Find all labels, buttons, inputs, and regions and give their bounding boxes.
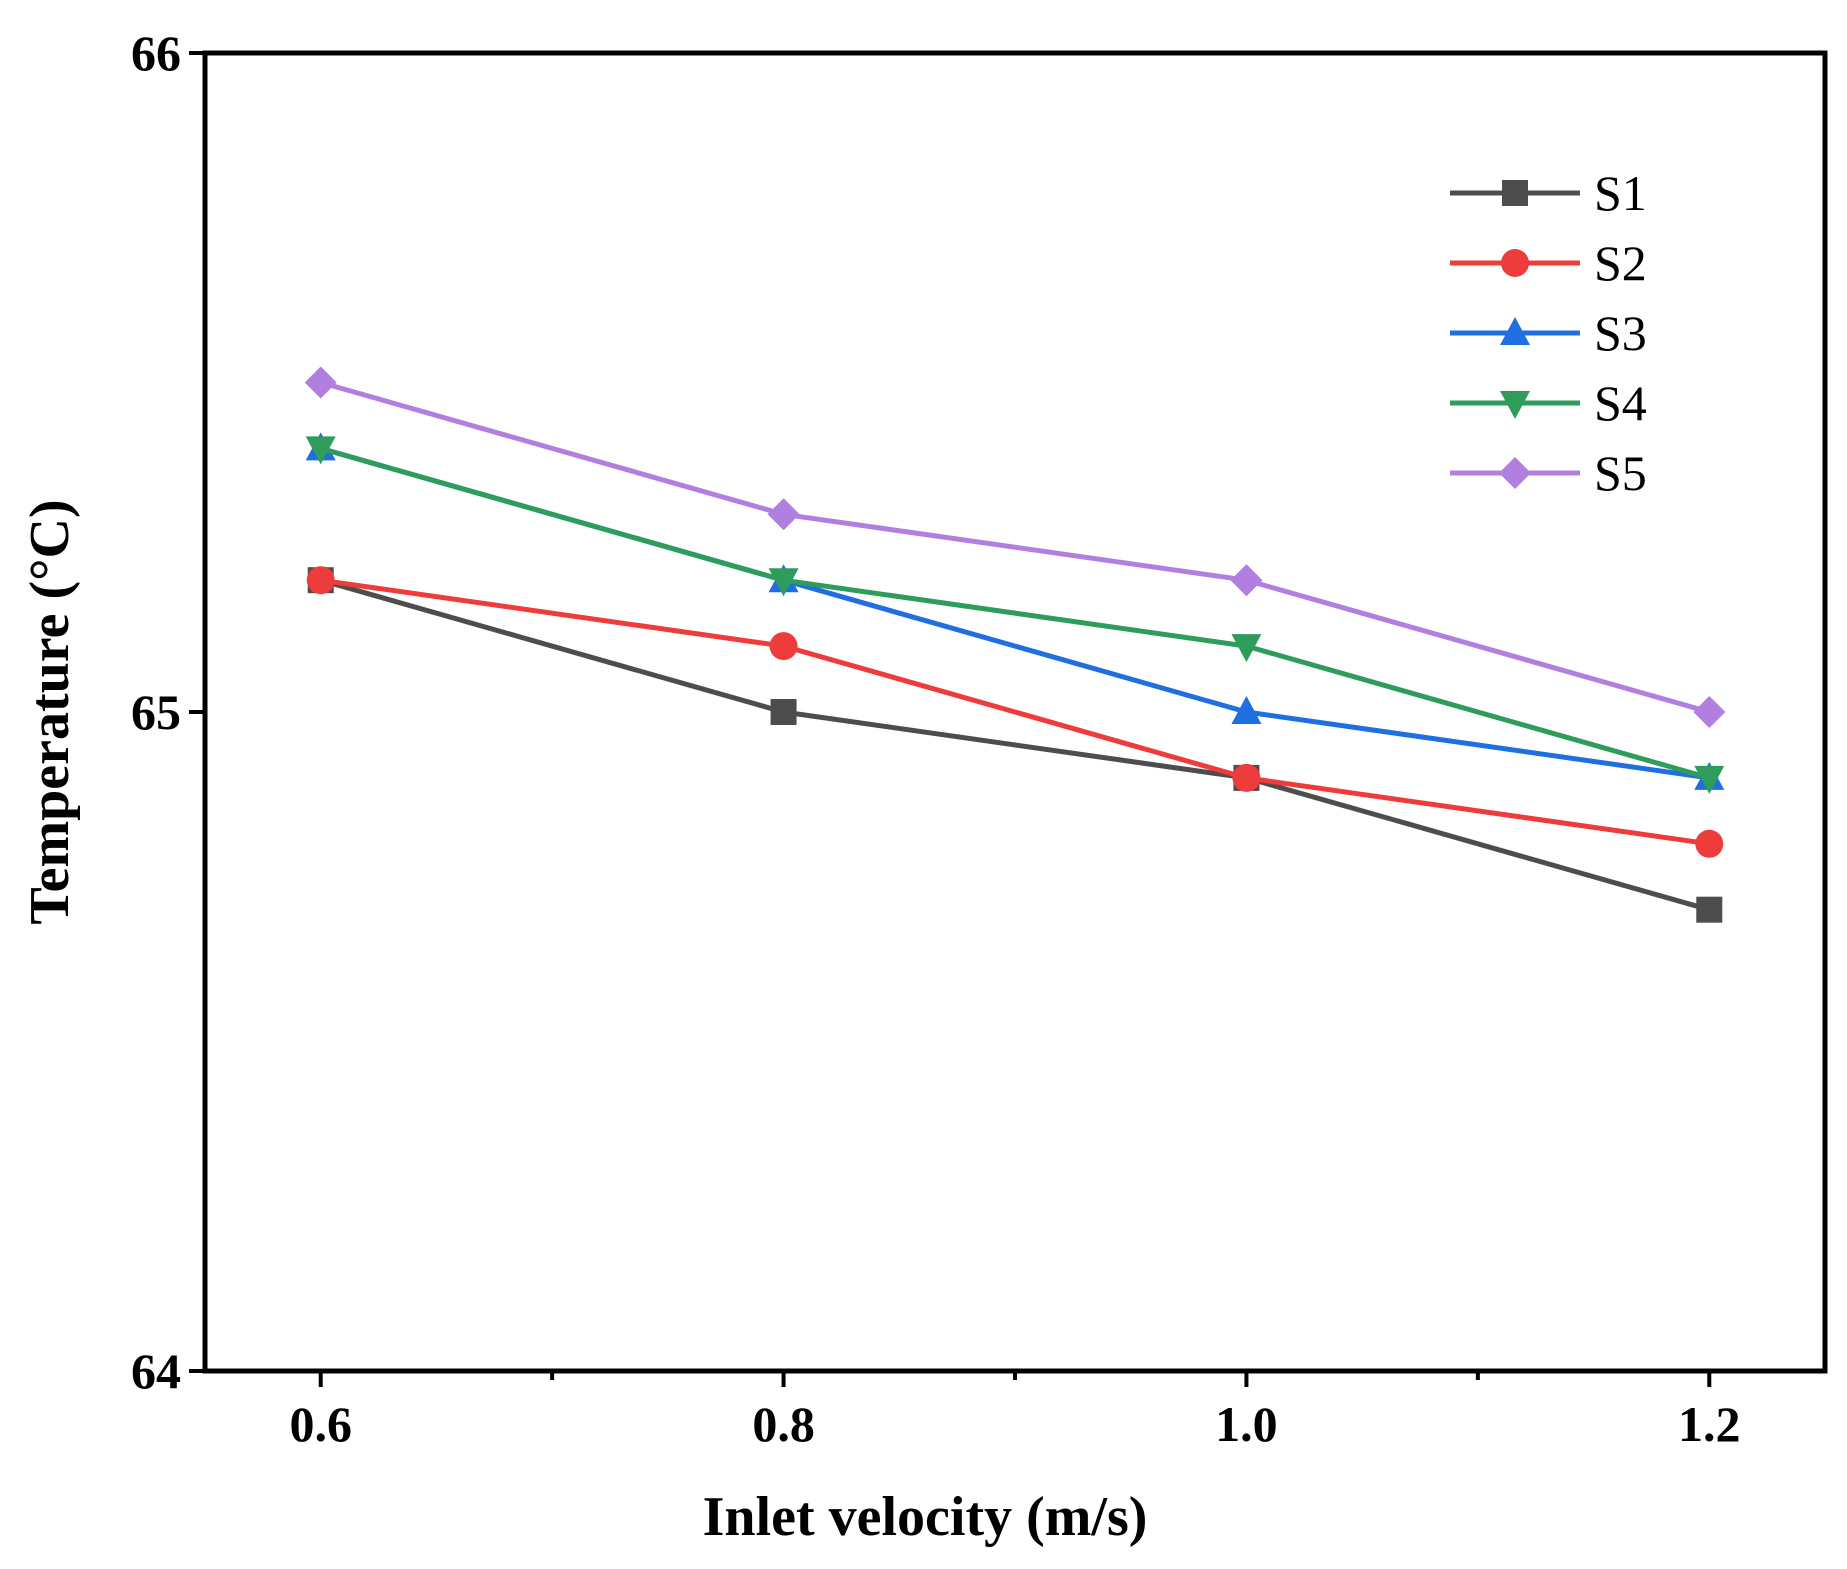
y-tick-label: 66 [131,25,181,81]
series-s1 [307,567,1723,923]
x-tick-label: 1.2 [1678,1396,1741,1452]
legend-item-s3: S3 [1450,305,1647,361]
data-point-s1-3 [1696,896,1723,923]
x-tick-label: 0.6 [289,1396,352,1452]
legend-marker-s5 [1499,457,1531,489]
data-point-s2-3 [1695,829,1724,858]
data-point-s4-3 [1694,765,1725,794]
legend-label: S1 [1594,165,1647,221]
x-tick-label: 0.8 [752,1396,815,1452]
series-line-s2 [320,577,1710,847]
x-axis-title: Inlet velocity (m/s) [703,1486,1148,1548]
data-point-s2-2 [1232,763,1261,792]
data-point-s4-2 [1231,634,1262,663]
series-layer [304,366,1726,923]
data-point-s3-2 [1231,696,1262,724]
legend-marker-s4 [1500,391,1530,419]
data-point-s4-0 [305,436,336,465]
legend-marker-s3 [1500,317,1530,345]
tick-layer: 0.6 0.8 1.0 1.2 64 65 66 [131,25,1741,1452]
legend-label: S3 [1594,305,1647,361]
legend-item-s4: S4 [1450,375,1647,431]
series-s5 [304,366,1726,728]
data-point-s5-3 [1693,696,1726,728]
series-line-s5 [320,380,1710,715]
legend-marker-s1 [1502,180,1528,206]
data-point-s5-2 [1230,564,1263,597]
data-point-s2-1 [769,632,798,661]
legend-label: S2 [1594,235,1647,291]
legend-item-s2: S2 [1450,235,1647,291]
legend-item-s1: S1 [1450,165,1647,221]
data-point-s2-0 [306,566,335,595]
y-tick-label: 65 [131,684,181,740]
series-s2 [306,566,1724,858]
legend-label: S5 [1594,445,1647,501]
data-point-s5-1 [767,498,800,531]
legend: S1 S2 S3 S4 S5 [1450,165,1647,501]
data-point-s1-1 [770,699,797,725]
series-line-s4 [320,445,1710,781]
data-point-s5-0 [304,366,337,399]
legend-label: S4 [1594,375,1647,431]
series-line-s1 [320,577,1710,913]
y-axis-title: Temperature (°C) [19,499,81,924]
x-tick-label: 1.0 [1215,1396,1278,1452]
legend-item-s5: S5 [1450,445,1647,501]
data-point-s4-1 [768,568,799,597]
y-tick-label: 64 [131,1343,181,1399]
legend-marker-s2 [1501,249,1529,277]
series-s4 [305,436,1725,794]
